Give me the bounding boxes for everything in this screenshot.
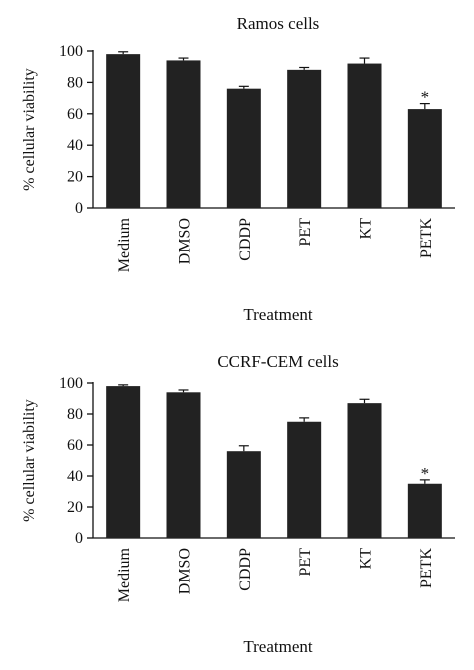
- bar-kt: [347, 63, 382, 209]
- x-tick-label: CDDP: [237, 218, 254, 261]
- x-tick-label: KT: [358, 548, 375, 570]
- x-tick-label: Medium: [116, 547, 133, 602]
- x-tick-label: PET: [297, 218, 314, 247]
- x-axis-label: Treatment: [243, 305, 313, 324]
- x-axis-label: Treatment: [243, 637, 313, 656]
- x-tick-label: PETK: [418, 218, 435, 258]
- significance-annotation: *: [421, 464, 430, 483]
- y-tick-label: 20: [67, 169, 83, 186]
- y-tick-label: 80: [67, 74, 83, 91]
- x-tick-label: CDDP: [237, 548, 254, 591]
- y-tick-label: 80: [67, 406, 83, 423]
- chart-title: CCRF-CEM cells: [217, 352, 338, 371]
- y-tick-label: 60: [67, 437, 83, 454]
- y-tick-label: 100: [59, 43, 83, 60]
- y-axis-label: % cellular viability: [21, 399, 38, 522]
- y-tick-label: 40: [67, 468, 83, 485]
- y-axis-label: % cellular viability: [21, 68, 38, 191]
- y-tick-label: 20: [67, 499, 83, 516]
- chart-panel-2: CCRF-CEM cells 0 20 40 60 80 100 % cellular via…: [21, 352, 455, 656]
- chart-panel-1: Ramos cells 0 20 40 60 80 100 % cellular viabil…: [21, 14, 455, 324]
- significance-annotation: *: [421, 88, 430, 107]
- x-tick-label: Medium: [116, 217, 133, 272]
- bar-cddp: [226, 88, 261, 208]
- chart-title: Ramos cells: [237, 14, 320, 33]
- y-tick-label: 60: [67, 106, 83, 123]
- bar-dmso: [166, 392, 201, 538]
- bar-pet: [287, 421, 322, 538]
- bar-pet: [287, 69, 322, 208]
- bar-kt: [347, 403, 382, 538]
- y-tick-label: 0: [75, 530, 83, 547]
- y-tick-label: 100: [59, 375, 83, 392]
- y-tick-label: 40: [67, 137, 83, 154]
- y-tick-label: 0: [75, 200, 83, 217]
- x-tick-label: PET: [297, 548, 314, 577]
- x-tick-label: KT: [358, 218, 375, 240]
- bar-petk: [407, 483, 442, 538]
- bar-petk: [407, 109, 442, 208]
- bar-medium: [106, 386, 141, 538]
- bar-dmso: [166, 60, 201, 208]
- x-tick-label: DMSO: [177, 218, 194, 264]
- bar-cddp: [226, 451, 261, 538]
- x-tick-label: DMSO: [177, 548, 194, 594]
- bar-medium: [106, 54, 141, 208]
- x-tick-label: PETK: [418, 548, 435, 588]
